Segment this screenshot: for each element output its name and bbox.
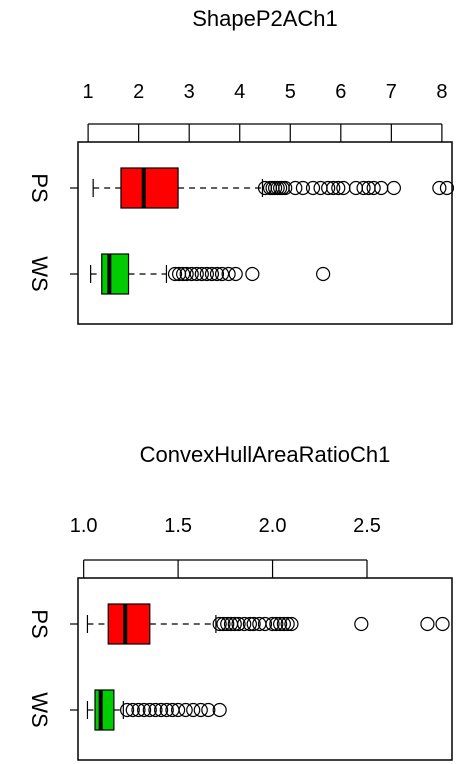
outlier-point: [265, 616, 280, 632]
outlier-point: [120, 702, 135, 718]
plot-frame: [77, 577, 453, 761]
outlier-point: [194, 266, 209, 282]
outlier-point: [331, 180, 346, 196]
outlier-point: [313, 180, 328, 196]
outlier-point: [242, 616, 257, 632]
outlier-point: [171, 702, 186, 718]
outlier-point: [167, 266, 183, 282]
x-tick-label: 1: [83, 81, 94, 103]
outlier-point: [257, 616, 273, 632]
outlier-point: [386, 180, 401, 196]
outlier-point: [209, 266, 225, 282]
outlier-point: [189, 266, 204, 282]
chart-title: ShapeP2ACh1: [192, 6, 338, 31]
outlier-point: [221, 266, 236, 282]
box-ps: PS: [27, 603, 450, 645]
outlier-point: [245, 266, 260, 282]
box-ws: WS: [27, 689, 227, 731]
outlier-point: [439, 180, 455, 196]
x-tick-label: 8: [436, 81, 447, 103]
outlier-point: [125, 702, 140, 718]
outlier-point: [201, 702, 216, 718]
outlier-point: [273, 616, 288, 632]
iqr-box: [107, 603, 151, 645]
x-tick-label: 4: [234, 81, 245, 103]
box-ws: WS: [27, 253, 331, 295]
outlier-point: [216, 616, 231, 632]
outlier-point: [193, 702, 208, 718]
outlier-point: [356, 180, 371, 196]
plot-frame: [77, 141, 453, 325]
x-tick-label: 1.0: [70, 515, 98, 537]
outlier-point: [237, 616, 252, 632]
outlier-point: [228, 266, 243, 282]
outlier-point: [176, 266, 191, 282]
outlier-point: [204, 266, 220, 282]
x-tick-label: 5: [285, 81, 296, 103]
category-label: PS: [27, 609, 52, 638]
outlier-point: [276, 616, 291, 632]
outlier-point: [366, 180, 381, 196]
outlier-point: [420, 616, 435, 632]
x-tick-label: 6: [335, 81, 346, 103]
chart-panel-2: ConvexHullAreaRatioCh1 1.0 1.5 2.0 2.5 PS WS: [27, 442, 453, 761]
outlier-point: [212, 702, 227, 718]
outlier-point: [278, 180, 293, 196]
outlier-point: [321, 180, 336, 196]
category-label: WS: [27, 692, 52, 727]
outlier-point: [295, 180, 311, 196]
chart-panel-1: ShapeP2ACh1 1 2 3 4 5 6 7 8 PS WS: [27, 6, 455, 325]
category-label: PS: [27, 173, 52, 202]
outlier-point: [131, 702, 146, 718]
outlier-point: [186, 702, 201, 718]
iqr-box: [101, 253, 130, 295]
outlier-point: [178, 702, 193, 718]
outlier-point: [214, 266, 230, 282]
x-tick-label: 2.5: [353, 515, 381, 537]
outlier-point: [354, 616, 369, 632]
outlier-point: [137, 702, 152, 718]
outlier-point: [348, 180, 364, 196]
outlier-point: [159, 702, 174, 718]
outlier-point: [246, 616, 261, 632]
outlier-point: [199, 266, 214, 282]
iqr-box: [94, 689, 115, 731]
x-tick-label: 3: [184, 81, 195, 103]
outlier-point: [269, 616, 284, 632]
outlier-point: [154, 702, 169, 718]
outlier-point: [435, 616, 450, 632]
x-tick-label: 2.0: [259, 515, 287, 537]
outlier-point: [316, 266, 331, 282]
outlier-point: [305, 180, 321, 196]
outlier-point: [184, 266, 199, 282]
outlier-point: [288, 180, 303, 196]
outlier-point: [374, 180, 389, 196]
outlier-point: [212, 616, 227, 632]
outlier-point: [220, 616, 235, 632]
outlier-point: [252, 616, 267, 632]
iqr-box: [120, 167, 179, 209]
outlier-point: [148, 702, 163, 718]
x-tick-label: 7: [386, 81, 397, 103]
outlier-point: [227, 616, 242, 632]
x-tick-label: 2: [133, 81, 144, 103]
box-ps: PS: [27, 167, 455, 209]
category-label: WS: [27, 256, 52, 291]
outlier-point: [432, 180, 447, 196]
outlier-point: [231, 616, 246, 632]
outlier-point: [326, 180, 341, 196]
x-tick-label: 1.5: [164, 515, 192, 537]
chart-title: ConvexHullAreaRatioCh1: [140, 442, 391, 467]
outlier-point: [179, 266, 194, 282]
outlier-point: [142, 702, 157, 718]
outlier-point: [280, 616, 295, 632]
outlier-point: [284, 616, 299, 632]
